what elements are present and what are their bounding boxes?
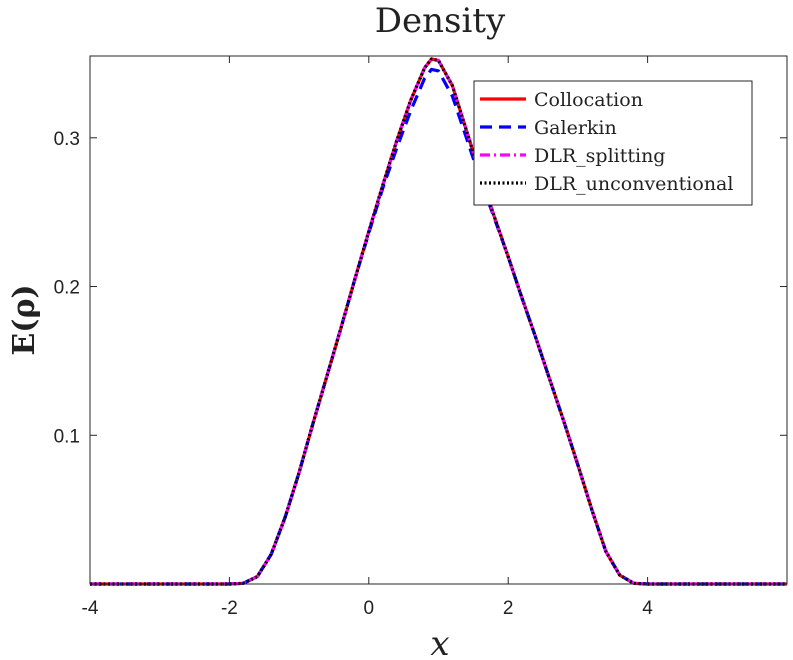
x-tick-label: 2 — [503, 598, 514, 619]
x-axis-label: x — [430, 624, 449, 660]
series-line-dlr-unconventional — [90, 57, 787, 586]
x-tick-label: 4 — [642, 598, 653, 619]
legend-label: Collocation — [534, 89, 643, 111]
y-tick-label: 0.2 — [54, 278, 80, 299]
y-axis-label: E(ρ) — [7, 284, 42, 355]
x-tick-label: -2 — [221, 598, 238, 619]
y-tick-label: 0.1 — [54, 426, 80, 447]
plot-frame — [89, 55, 788, 585]
legend-label: Galerkin — [534, 117, 617, 139]
x-tick-label: -4 — [82, 598, 99, 619]
legend-box — [473, 80, 753, 206]
plot-area — [90, 57, 787, 586]
legend-label: DLR_unconventional — [534, 173, 733, 195]
y-tick-label: 0.3 — [54, 129, 80, 150]
legend: Collocation Galerkin DLR_splitting DLR_unco… — [473, 80, 753, 206]
legend-label: DLR_splitting — [534, 145, 665, 167]
chart-title: Density — [375, 1, 506, 41]
axis-ticks: -4 -2 0 2 4 0.1 0.2 0.3 — [54, 56, 787, 619]
x-tick-label: 0 — [364, 598, 375, 619]
